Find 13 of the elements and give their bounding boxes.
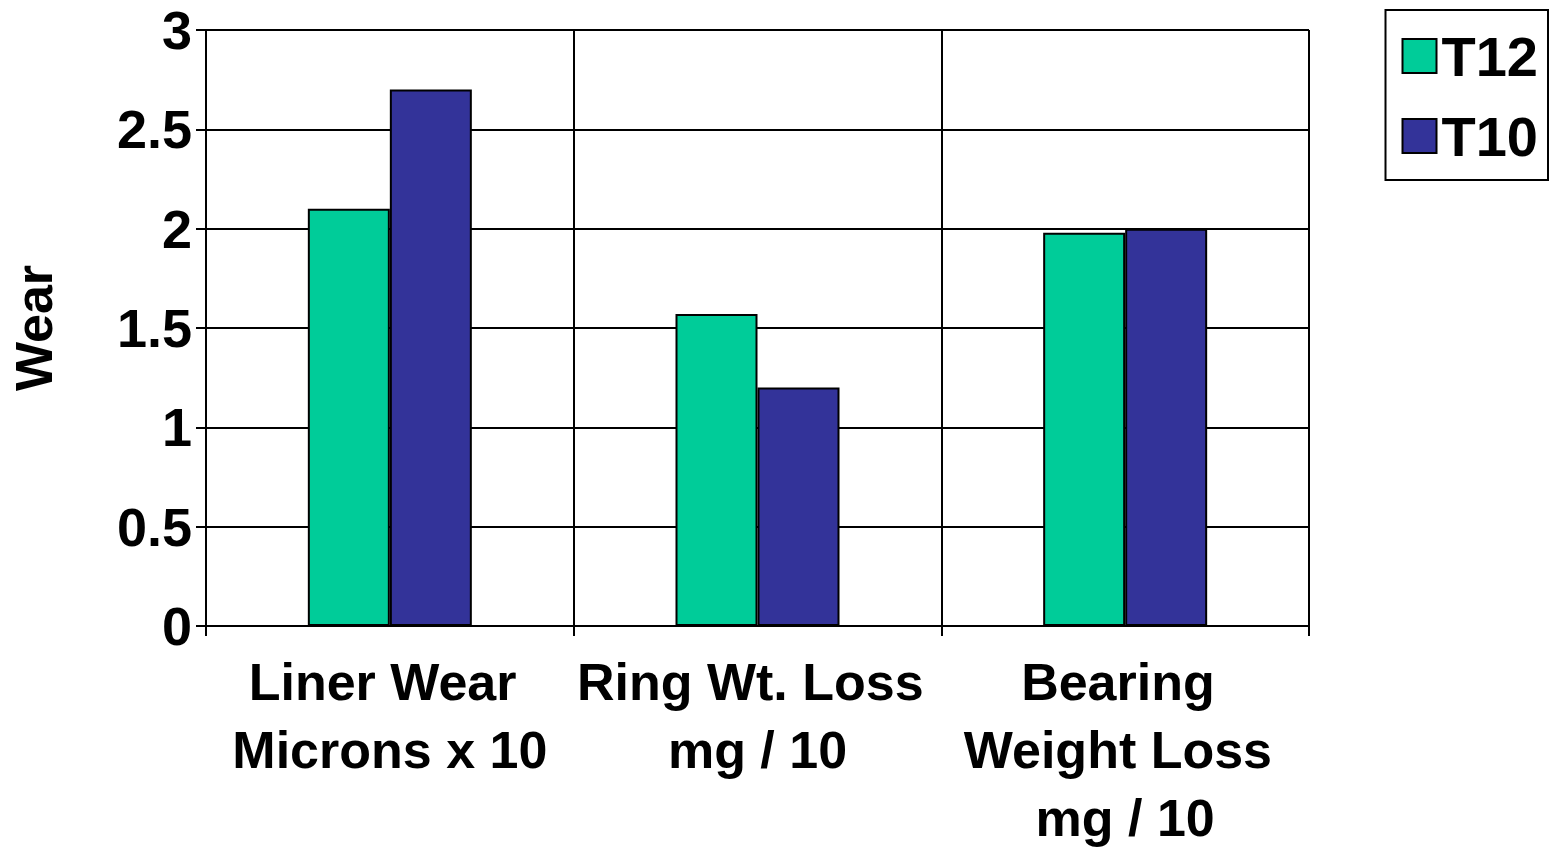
y-tick-label: 3: [161, 0, 192, 60]
y-tick-label: 2: [161, 198, 192, 259]
y-tick-label: 1: [161, 397, 192, 458]
legend-label: T12: [1441, 24, 1538, 88]
x-tick-label: Ring Wt. Loss mg / 10: [576, 653, 939, 779]
x-tick-label: Bearing Weight Loss mg / 10: [963, 653, 1287, 847]
y-tick-label: 1.5: [116, 298, 192, 358]
y-axis-title: Wear: [5, 264, 63, 392]
y-tick-label: 0.5: [116, 496, 192, 557]
legend-label: T10: [1441, 104, 1538, 168]
x-tick-label: Liner Wear Microns x 10: [232, 653, 548, 779]
y-tick-label: 2.5: [116, 99, 192, 160]
y-tick-label: 0: [161, 596, 192, 656]
